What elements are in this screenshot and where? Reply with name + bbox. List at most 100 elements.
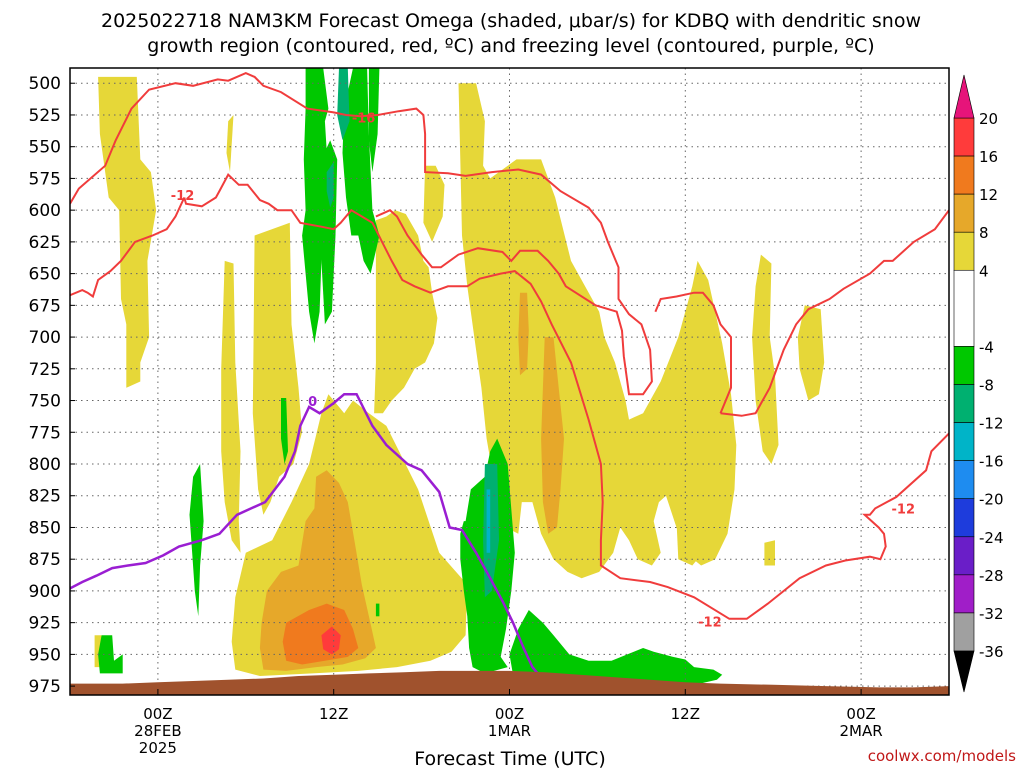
y-tick-label-875: 875 bbox=[29, 550, 61, 570]
colorbar-label-1: 16 bbox=[979, 148, 998, 166]
red-contour-line-5 bbox=[720, 209, 949, 417]
omega-region-22 bbox=[337, 68, 350, 141]
chart-title-line-1: 2025022718 NAM3KM Forecast Omega (shaded… bbox=[101, 10, 921, 32]
colorbar-label-4: 4 bbox=[979, 262, 989, 280]
colorbar-band-12 bbox=[953, 612, 975, 652]
y-tick-label-600: 600 bbox=[29, 201, 61, 221]
y-tick-label-775: 775 bbox=[29, 423, 61, 443]
plot-area: -16 -12 -12 -12 0 bbox=[69, 67, 950, 696]
red-contour-line-6 bbox=[654, 291, 732, 414]
omega-region-3 bbox=[252, 222, 303, 515]
colorbar-band-0 bbox=[953, 117, 975, 157]
freezing-level-contour bbox=[70, 392, 539, 675]
colorbar-label-2: 12 bbox=[979, 186, 998, 204]
colorbar-band-5 bbox=[953, 346, 975, 385]
red-contour-line-0 bbox=[70, 72, 653, 396]
colorbar-band-10 bbox=[953, 536, 975, 576]
x-tick-label-20-1: 1MAR bbox=[488, 722, 531, 740]
y-axis-tick-labels: 500 525 550 575 600 625 650 675 700 725 750 775 800 8… bbox=[29, 74, 75, 697]
y-tick-label-650: 650 bbox=[29, 265, 61, 285]
red-contour-label-0: -16 bbox=[352, 112, 376, 127]
colorbar-band-2 bbox=[953, 193, 975, 233]
colorbar-band-4 bbox=[953, 269, 975, 347]
omega-region-7 bbox=[321, 626, 341, 655]
colorbar-top-arrow bbox=[953, 74, 975, 119]
colorbar-label-11: -28 bbox=[979, 567, 1004, 585]
y-tick-label-800: 800 bbox=[29, 455, 61, 475]
y-tick-label-725: 725 bbox=[29, 360, 61, 380]
omega-region-24 bbox=[281, 398, 288, 464]
y-tick-label-700: 700 bbox=[29, 328, 61, 348]
omega-region-27 bbox=[375, 603, 380, 617]
omega-region-30 bbox=[486, 489, 491, 553]
credit-text: coolwx.com/models bbox=[868, 747, 1016, 765]
terrain-fill bbox=[70, 670, 949, 695]
x-tick-label-20-0: 00Z bbox=[495, 705, 524, 723]
omega-region-0 bbox=[98, 76, 157, 388]
colorbar-band-1 bbox=[953, 155, 975, 195]
omega-shading bbox=[94, 68, 825, 688]
red-contour-label-3: -12 bbox=[892, 502, 916, 517]
colorbar-band-8 bbox=[953, 460, 975, 500]
freezing-level-label: 0 bbox=[308, 395, 317, 410]
y-tick-label-500: 500 bbox=[29, 74, 61, 94]
x-tick-label-40-0: 00Z bbox=[846, 705, 875, 723]
y-tick-label-925: 925 bbox=[29, 614, 61, 634]
y-tick-label-975: 975 bbox=[29, 677, 61, 697]
colorbar-legend: 20 16 12 8 4 -4 -8 -12 -16 -20 -24 -28 -32 -36 bbox=[953, 74, 1004, 693]
red-contour-line-1 bbox=[183, 172, 949, 620]
omega-region-9 bbox=[423, 165, 445, 242]
omega-region-11 bbox=[518, 292, 529, 376]
red-contour-line-4 bbox=[70, 197, 186, 299]
omega-region-18 bbox=[302, 68, 329, 344]
x-tick-label-30-0: 12Z bbox=[671, 705, 700, 723]
colorbar-label-10: -24 bbox=[979, 529, 1004, 547]
red-contour-label-2: -12 bbox=[698, 615, 722, 630]
omega-region-2 bbox=[226, 115, 234, 173]
colorbar-band-11 bbox=[953, 574, 975, 614]
omega-region-25 bbox=[189, 464, 204, 617]
terrain-polygon bbox=[70, 670, 949, 695]
colorbar-label-3: 8 bbox=[979, 224, 989, 242]
colorbar-band-9 bbox=[953, 498, 975, 538]
y-tick-label-850: 850 bbox=[29, 518, 61, 538]
omega-region-10 bbox=[458, 83, 737, 579]
y-tick-label-575: 575 bbox=[29, 169, 61, 189]
y-tick-label-825: 825 bbox=[29, 487, 61, 507]
colorbar-label-0: 20 bbox=[979, 110, 998, 128]
y-tick-label-525: 525 bbox=[29, 106, 61, 126]
omega-region-6 bbox=[282, 603, 359, 665]
omega-region-23 bbox=[326, 161, 334, 208]
chart-title-line-2: growth region (contoured, red, ºC) and f… bbox=[147, 35, 874, 57]
y-tick-label-900: 900 bbox=[29, 582, 61, 602]
colorbar-band-7 bbox=[953, 422, 975, 461]
colorbar-label-6: -8 bbox=[979, 377, 994, 395]
colorbar-band-3 bbox=[953, 231, 975, 271]
omega-region-12 bbox=[541, 337, 564, 534]
y-tick-label-550: 550 bbox=[29, 138, 61, 158]
omega-region-1 bbox=[221, 260, 241, 553]
omega-region-8 bbox=[374, 210, 438, 414]
colorbar-label-7: -12 bbox=[979, 415, 1004, 433]
x-tick-label-0-2: 2025 bbox=[139, 739, 177, 757]
colorbar-label-13: -36 bbox=[979, 643, 1004, 661]
y-tick-label-750: 750 bbox=[29, 392, 61, 412]
colorbar-label-5: -4 bbox=[979, 338, 994, 356]
y-tick-label-625: 625 bbox=[29, 233, 61, 253]
colorbar-bottom-arrow bbox=[953, 650, 975, 693]
omega-region-20 bbox=[368, 68, 380, 173]
x-tick-label-0-0: 00Z bbox=[143, 705, 172, 723]
colorbar-label-9: -20 bbox=[979, 491, 1004, 509]
omega-region-13 bbox=[752, 254, 779, 464]
temperature-contours: -16 -12 -12 -12 0 bbox=[70, 72, 949, 675]
y-tick-label-675: 675 bbox=[29, 296, 61, 316]
omega-region-16 bbox=[764, 540, 775, 566]
colorbar-band-6 bbox=[953, 384, 975, 423]
x-tick-label-40-1: 2MAR bbox=[840, 722, 883, 740]
red-contour-label-1: -12 bbox=[171, 189, 195, 204]
colorbar-label-8: -16 bbox=[979, 453, 1004, 471]
omega-region-15 bbox=[797, 305, 825, 401]
x-tick-label-0-1: 28FEB bbox=[134, 722, 181, 740]
